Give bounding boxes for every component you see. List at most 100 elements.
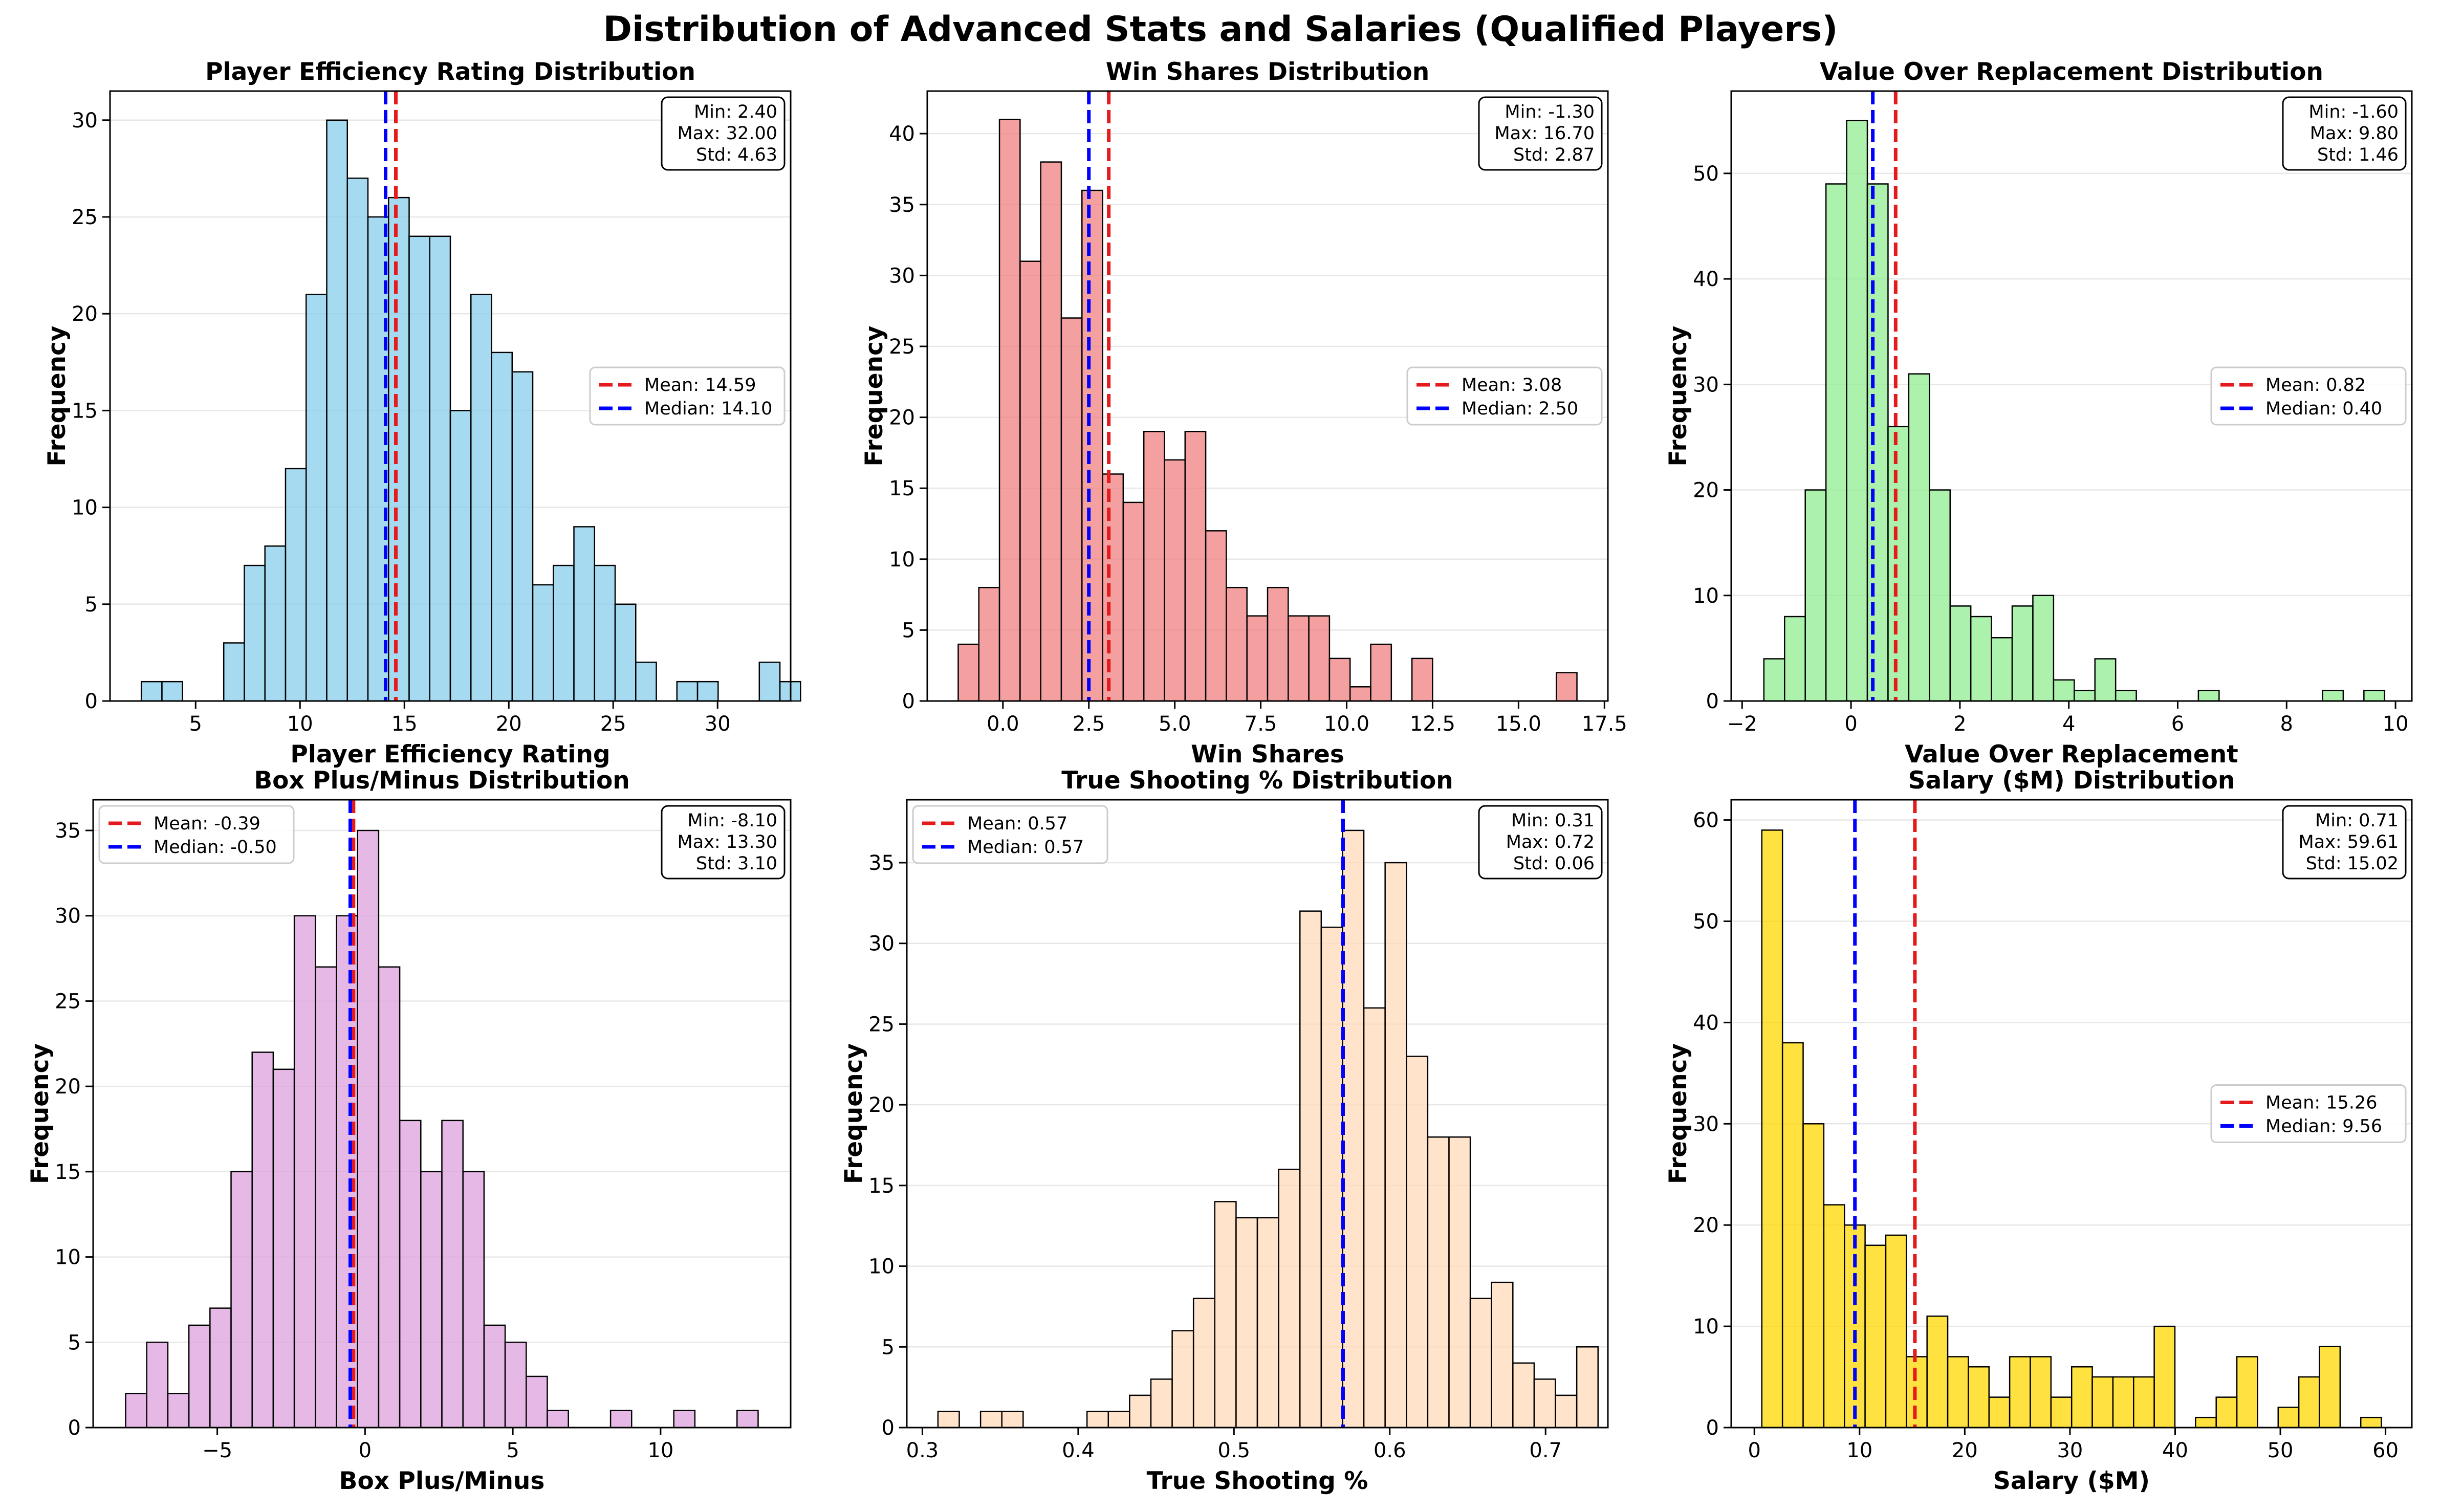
x-axis-label: Salary ($M) <box>1993 1467 2150 1495</box>
histogram-bar <box>146 1342 169 1429</box>
histogram-bar <box>1129 1394 1152 1429</box>
x-tick-label: 15.0 <box>1496 712 1541 736</box>
x-tick-label: 8 <box>2280 712 2293 736</box>
histogram-bar <box>1866 183 1889 702</box>
histogram-bar <box>1328 658 1351 702</box>
histogram-bar <box>1411 658 1433 702</box>
histogram-bar <box>483 1324 506 1429</box>
histogram-bar <box>1555 1394 1578 1429</box>
legend: Mean: 15.26 Median: 9.56 <box>2210 1084 2407 1143</box>
y-tick-label: 35 <box>55 819 81 843</box>
y-tick-label: 35 <box>868 851 895 875</box>
x-tick-label: 10 <box>1846 1439 1872 1462</box>
y-tick-label: 20 <box>55 1075 81 1099</box>
histogram-bar <box>2153 1325 2176 1429</box>
histogram-bar <box>161 681 183 702</box>
histogram-bar <box>609 1410 633 1429</box>
histogram-bar <box>244 564 266 702</box>
histogram-bar <box>1949 605 1972 702</box>
y-tick-label: 30 <box>72 109 98 133</box>
histogram-bar <box>1040 161 1062 702</box>
y-tick-label: 30 <box>889 264 915 288</box>
x-tick-label: 0.0 <box>987 712 1019 736</box>
x-axis-label: Value Over Replacement <box>1905 740 2238 769</box>
y-tick-label: 30 <box>1693 1112 1719 1136</box>
stats-text: Min: -1.60 <box>2308 102 2399 122</box>
y-tick-label: 20 <box>868 1093 895 1117</box>
histogram-bar <box>408 235 430 702</box>
histogram-bar <box>2322 690 2344 702</box>
y-tick-label: 20 <box>1693 1214 1719 1237</box>
histogram-bar <box>2133 1376 2155 1429</box>
histogram-bar <box>2363 690 2386 702</box>
y-tick-label: 50 <box>1693 162 1719 186</box>
histogram-bar <box>429 235 451 702</box>
histogram-bar <box>1288 615 1310 702</box>
x-tick-label: −5 <box>202 1439 232 1462</box>
histogram-bar <box>1299 910 1322 1429</box>
histogram-bar <box>470 294 492 702</box>
histogram-bar <box>2032 595 2055 702</box>
histogram-bar <box>1308 615 1331 702</box>
stats-text: Max: 59.61 <box>2299 832 2399 852</box>
histogram-bar <box>1988 1396 2011 1429</box>
histogram-bar <box>1246 615 1269 702</box>
histogram-bar <box>937 1411 960 1429</box>
legend-median-label: Median: 0.57 <box>967 837 1084 858</box>
stats-text: Min: 0.71 <box>2315 810 2399 831</box>
x-tick-label: 30 <box>705 712 731 736</box>
histogram-bar <box>758 662 781 702</box>
x-tick-label: 15 <box>391 712 418 736</box>
stats-text: Std: 15.02 <box>2306 853 2399 874</box>
histogram-panel: −2 0 2 4 6 8 10 0 10 20 30 40 50 Value Over Replaceme… <box>1664 58 2413 769</box>
stats-text: Min: -8.10 <box>687 810 777 831</box>
y-tick-label: 25 <box>55 990 81 1013</box>
y-tick-label: 10 <box>868 1255 895 1279</box>
y-tick-label: 40 <box>1693 1011 1719 1035</box>
histogram-bar <box>1278 1169 1301 1429</box>
panel-title: Salary ($M) Distribution <box>1908 766 2235 795</box>
histogram-bar <box>2277 1407 2300 1429</box>
histogram-panel: 0.3 0.4 0.5 0.6 0.7 0 5 10 15 20 25 30 35 True Shooti… <box>840 766 1609 1495</box>
histogram-bar <box>553 564 575 702</box>
histogram-bar <box>979 1411 1002 1429</box>
histogram-bar <box>1143 431 1165 702</box>
panel-title: Value Over Replacement Distribution <box>1820 58 2323 86</box>
histogram-bar <box>2094 658 2117 702</box>
x-tick-label: 2.5 <box>1073 712 1105 736</box>
stats-box-frame <box>1478 96 1603 171</box>
histogram-bar <box>1256 1217 1279 1429</box>
stats-text: Max: 32.00 <box>678 123 777 144</box>
legend: Mean: -0.39 Median: -0.50 <box>98 805 295 864</box>
histogram-bar <box>1576 1346 1599 1429</box>
stats-box-frame <box>2282 96 2407 171</box>
histogram-bar <box>285 468 307 702</box>
x-axis-label: Box Plus/Minus <box>339 1467 545 1495</box>
x-tick-label: 20 <box>1952 1439 1978 1462</box>
histogram-bar <box>1150 1378 1173 1429</box>
histogram-bar <box>1107 1411 1130 1429</box>
histogram-bar <box>526 1375 548 1429</box>
histogram-panel: 5 10 15 20 25 30 0 5 10 15 20 25 30 Player Efficiency… <box>43 58 801 769</box>
histogram-bar <box>378 966 401 1429</box>
histogram-bar <box>1929 489 1951 702</box>
histogram-bar <box>547 1410 569 1429</box>
axes-frame <box>906 799 1609 1429</box>
y-axis-label: Frequency <box>43 325 71 466</box>
histogram-bar <box>346 178 369 702</box>
y-tick-label: 10 <box>55 1246 81 1269</box>
histogram-bar <box>1267 586 1289 702</box>
x-tick-label: 2 <box>1953 712 1966 736</box>
histogram-bar <box>573 526 596 702</box>
legend-frame <box>2210 1084 2407 1143</box>
x-tick-label: 7.5 <box>1245 712 1277 736</box>
stats-box-frame <box>2282 805 2407 880</box>
legend-mean-label: Mean: -0.39 <box>154 814 260 834</box>
x-tick-label: 50 <box>2268 1439 2294 1462</box>
histogram-panel: 0 10 20 30 40 50 60 0 10 20 30 40 50 60 Salary ($M) Di… <box>1664 766 2413 1495</box>
histogram-bar <box>696 681 719 702</box>
x-tick-label: 0 <box>1748 1439 1760 1462</box>
histogram-bar <box>504 1342 527 1429</box>
histogram-bar <box>387 196 410 702</box>
